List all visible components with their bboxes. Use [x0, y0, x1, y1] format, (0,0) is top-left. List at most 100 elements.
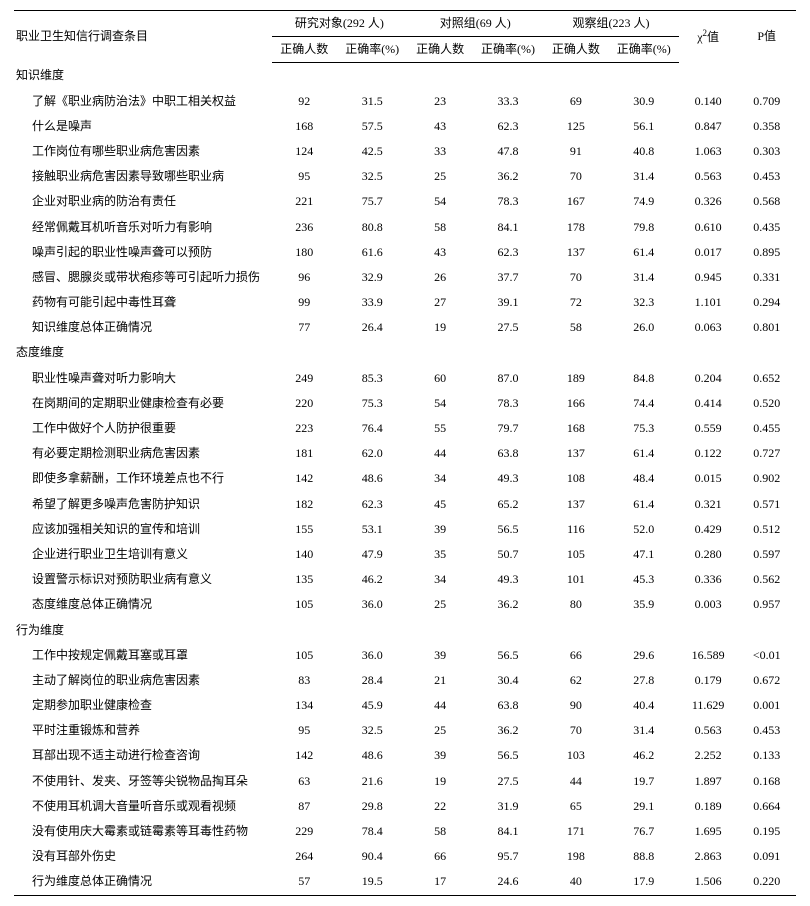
table-row: 企业对职业病的防治有责任22175.75478.316774.90.3260.5… — [14, 189, 796, 214]
cell: 1.897 — [679, 769, 738, 794]
row-label: 感冒、腮腺炎或带状疱疹等可引起听力损伤 — [14, 265, 272, 290]
cell: 0.453 — [737, 164, 796, 189]
cell: 31.9 — [473, 794, 543, 819]
cell: 43 — [407, 240, 473, 265]
cell: 39 — [407, 643, 473, 668]
cell: 189 — [543, 366, 609, 391]
row-label: 职业性噪声聋对听力影响大 — [14, 366, 272, 391]
cell: 29.1 — [609, 794, 679, 819]
table-row: 噪声引起的职业性噪声聋可以预防18061.64362.313761.40.017… — [14, 240, 796, 265]
cell: 0.303 — [737, 139, 796, 164]
table-row: 即使多拿薪酬，工作环境差点也不行14248.63449.310848.40.01… — [14, 466, 796, 491]
table-row: 工作中按规定佩戴耳塞或耳罩10536.03956.56629.616.589<0… — [14, 643, 796, 668]
cell: 0.610 — [679, 215, 738, 240]
cell: 90.4 — [337, 844, 407, 869]
cell: 0.179 — [679, 668, 738, 693]
header-p: P值 — [737, 11, 796, 63]
cell: 168 — [543, 416, 609, 441]
header-sub: 正确率(%) — [609, 37, 679, 63]
cell: 33.9 — [337, 290, 407, 315]
cell: 95.7 — [473, 844, 543, 869]
cell: 70 — [543, 718, 609, 743]
cell: 0.895 — [737, 240, 796, 265]
cell: 2.863 — [679, 844, 738, 869]
cell: 61.4 — [609, 240, 679, 265]
cell: 0.358 — [737, 114, 796, 139]
cell: 40.4 — [609, 693, 679, 718]
row-label: 工作中做好个人防护很重要 — [14, 416, 272, 441]
header-sub: 正确人数 — [543, 37, 609, 63]
cell: 47.9 — [337, 542, 407, 567]
cell: 220 — [272, 391, 338, 416]
cell: 54 — [407, 391, 473, 416]
cell: 0.562 — [737, 567, 796, 592]
cell: 0.331 — [737, 265, 796, 290]
row-label: 工作中按规定佩戴耳塞或耳罩 — [14, 643, 272, 668]
cell: 42.5 — [337, 139, 407, 164]
cell: 33.3 — [473, 89, 543, 114]
section-title: 态度维度 — [14, 340, 796, 365]
cell: 95 — [272, 718, 338, 743]
row-label: 希望了解更多噪声危害防护知识 — [14, 492, 272, 517]
row-label: 态度维度总体正确情况 — [14, 592, 272, 617]
cell: 0.568 — [737, 189, 796, 214]
cell: 66 — [543, 643, 609, 668]
table-row: 主动了解岗位的职业病危害因素8328.42130.46227.80.1790.6… — [14, 668, 796, 693]
cell: 45 — [407, 492, 473, 517]
cell: 31.5 — [337, 89, 407, 114]
table-row: 应该加强相关知识的宣传和培训15553.13956.511652.00.4290… — [14, 517, 796, 542]
row-label: 噪声引起的职业性噪声聋可以预防 — [14, 240, 272, 265]
cell: 43 — [407, 114, 473, 139]
cell: 0.902 — [737, 466, 796, 491]
cell: 0.945 — [679, 265, 738, 290]
cell: 26 — [407, 265, 473, 290]
cell: 70 — [543, 265, 609, 290]
cell: 75.3 — [609, 416, 679, 441]
cell: 63.8 — [473, 441, 543, 466]
cell: 57 — [272, 869, 338, 895]
cell: 0.063 — [679, 315, 738, 340]
cell: 80.8 — [337, 215, 407, 240]
row-label: 在岗期间的定期职业健康检查有必要 — [14, 391, 272, 416]
cell: 39 — [407, 743, 473, 768]
cell: 25 — [407, 164, 473, 189]
header-sub: 正确人数 — [407, 37, 473, 63]
table-row: 企业进行职业卫生培训有意义14047.93550.710547.10.2800.… — [14, 542, 796, 567]
cell: 87 — [272, 794, 338, 819]
cell: 0.455 — [737, 416, 796, 441]
table-row: 感冒、腮腺炎或带状疱疹等可引起听力损伤9632.92637.77031.40.9… — [14, 265, 796, 290]
table-row: 平时注重锻炼和营养9532.52536.27031.40.5630.453 — [14, 718, 796, 743]
table-row: 设置警示标识对预防职业病有意义13546.23449.310145.30.336… — [14, 567, 796, 592]
cell: 36.2 — [473, 164, 543, 189]
cell: 31.4 — [609, 265, 679, 290]
cell: 125 — [543, 114, 609, 139]
row-label: 企业进行职业卫生培训有意义 — [14, 542, 272, 567]
row-label: 耳部出现不适主动进行检查咨询 — [14, 743, 272, 768]
cell: 36.0 — [337, 592, 407, 617]
cell: 74.4 — [609, 391, 679, 416]
cell: 44 — [543, 769, 609, 794]
table-row: 行为维度总体正确情况5719.51724.64017.91.5060.220 — [14, 869, 796, 895]
cell: 83 — [272, 668, 338, 693]
cell: 0.414 — [679, 391, 738, 416]
cell: 0.204 — [679, 366, 738, 391]
cell: 1.506 — [679, 869, 738, 895]
cell: 221 — [272, 189, 338, 214]
cell: 137 — [543, 492, 609, 517]
cell: 80 — [543, 592, 609, 617]
cell: 0.280 — [679, 542, 738, 567]
cell: 58 — [407, 215, 473, 240]
cell: 181 — [272, 441, 338, 466]
cell: 0.133 — [737, 743, 796, 768]
row-label: 药物有可能引起中毒性耳聋 — [14, 290, 272, 315]
cell: 0.168 — [737, 769, 796, 794]
cell: 171 — [543, 819, 609, 844]
table-row: 在岗期间的定期职业健康检查有必要22075.35478.316674.40.41… — [14, 391, 796, 416]
cell: 17 — [407, 869, 473, 895]
cell: 32.5 — [337, 164, 407, 189]
cell: 124 — [272, 139, 338, 164]
row-label: 有必要定期检测职业病危害因素 — [14, 441, 272, 466]
cell: 11.629 — [679, 693, 738, 718]
cell: 103 — [543, 743, 609, 768]
cell: 0.189 — [679, 794, 738, 819]
